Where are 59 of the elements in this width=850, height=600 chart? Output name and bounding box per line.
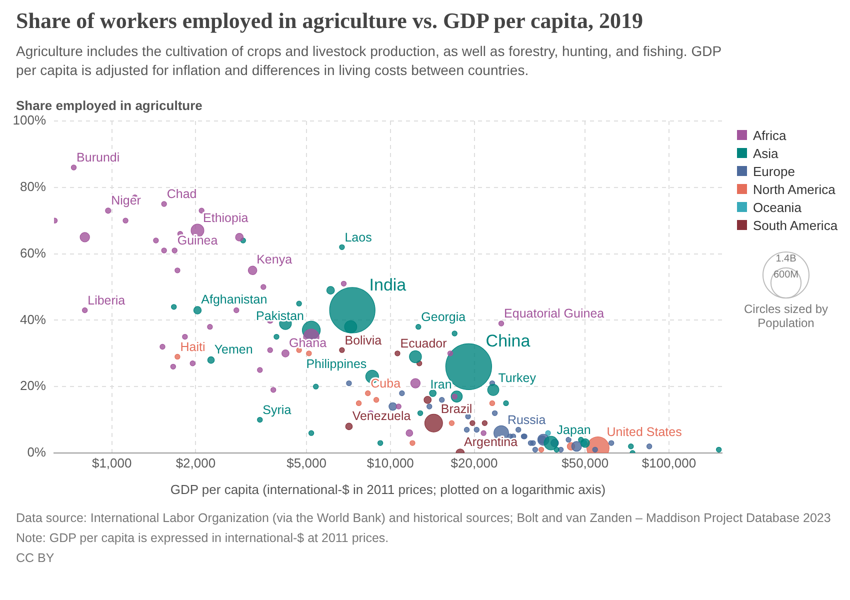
annotation: Ghana: [289, 336, 327, 350]
annotation: Russia: [507, 412, 546, 427]
legend-label: Africa: [753, 128, 786, 142]
x-tick-label: $5,000: [286, 455, 326, 470]
y-tick-label: 80%: [20, 178, 46, 194]
annotation: Turkey: [498, 370, 537, 385]
chart-title: Share of workers employed in agriculture vs. GDP per capita, 2019: [16, 8, 643, 34]
annotation: Japan: [556, 423, 591, 438]
text: Note: GDP per capita is expressed in international-$ at 2011 prices.: [16, 530, 390, 546]
annotation: Argentina: [464, 435, 518, 450]
legend-label: 600M: [773, 270, 799, 281]
legend-label: Oceania: [753, 200, 802, 214]
legend-label: Asia: [753, 146, 778, 160]
annotation: Iran: [430, 378, 452, 392]
y-tick-label: 40%: [20, 312, 46, 327]
annotation: Laos: [344, 230, 372, 244]
annotation: Ethiopia: [203, 211, 248, 226]
annotation: Venezuela: [352, 409, 411, 424]
annotation: Liberia: [88, 293, 126, 308]
annotation: China: [486, 332, 531, 351]
chart-subtitle: Agriculture includes the cultivation of crops and livestock production, as well as forestry, hunting, and fishing. GDP per capita is adjusted for inflation and differences in living costs between countries.: [16, 42, 722, 80]
source-note: Data source: International Labor Organization (via the World Bank) and historical sources; Bolt and van Zanden – Maddison Project Database 2023: [16, 510, 832, 526]
annotation: Kenya: [256, 252, 292, 266]
x-tick-label: $100,000: [642, 455, 696, 470]
annotation: Chad: [166, 187, 197, 202]
x-tick-label: $20,000: [450, 455, 498, 470]
annotation: Syria: [262, 403, 292, 418]
annotation: Georgia: [421, 310, 466, 324]
annotation: Philippines: [306, 357, 367, 372]
annotation: Ecuador: [400, 336, 447, 351]
annotation: Bolivia: [344, 333, 382, 348]
annotation: Niger: [111, 194, 141, 208]
annotation: Brazil: [440, 402, 472, 416]
annotation: Yemen: [214, 342, 253, 357]
legend-title: Circles sized by Population: [742, 302, 830, 330]
annotation: United States: [606, 425, 682, 440]
annotation: Afghanistan: [201, 292, 268, 307]
y-tick-label: 100%: [12, 112, 46, 128]
annotation: Burundi: [76, 150, 120, 165]
x-tick-label: $2,000: [176, 455, 216, 470]
x-tick-label: $10,000: [366, 455, 414, 470]
y-tick-label: 60%: [20, 245, 46, 260]
x-axis-title: GDP per capita (international-$ in 2011 prices; plotted on a logarithmic axis): [169, 482, 607, 497]
x-tick-label: $50,000: [562, 455, 609, 470]
legend-label: North America: [753, 182, 836, 196]
annotation: Equatorial Guinea: [504, 306, 604, 321]
annotation: Guinea: [177, 234, 218, 248]
text: CC BY: [16, 550, 56, 566]
legend-label: South America: [753, 218, 838, 232]
annotation: Pakistan: [256, 308, 304, 323]
y-axis-title: Share employed in agriculture: [16, 98, 202, 113]
y-tick-label: 0%: [27, 444, 46, 460]
y-tick-label: 20%: [20, 378, 46, 394]
annotation: Cuba: [370, 376, 401, 390]
annotation: India: [369, 275, 407, 294]
legend-label: 1.4B: [776, 254, 797, 265]
legend-label: Europe: [753, 164, 795, 178]
x-tick-label: $1,000: [92, 455, 132, 470]
annotation: Haiti: [180, 340, 206, 354]
